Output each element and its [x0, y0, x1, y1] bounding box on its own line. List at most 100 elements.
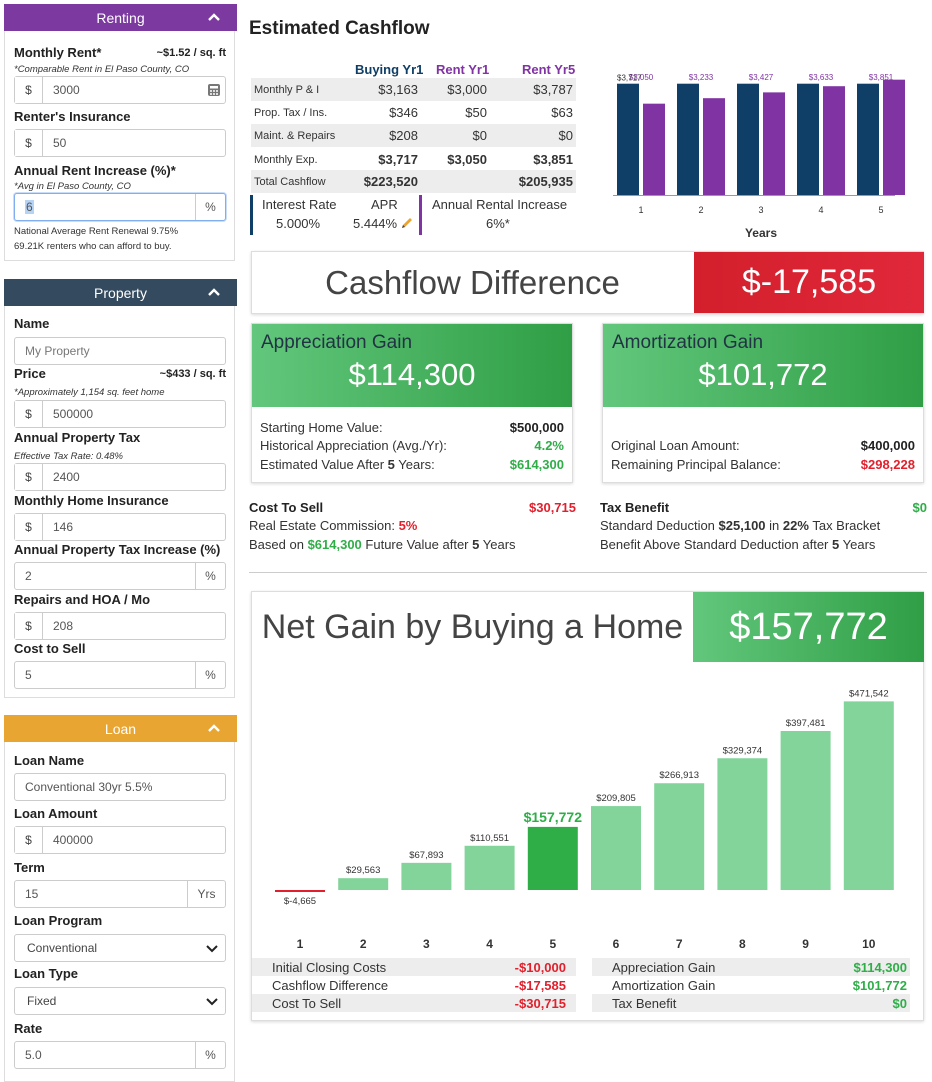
renters-insurance-label: Renter's Insurance [14, 109, 131, 124]
summary-value: $101,772 [852, 977, 907, 993]
tax-increase-label: Annual Property Tax Increase (%) [14, 542, 221, 557]
tax-benefit-title: Tax Benefit [600, 500, 670, 515]
amortization-value: $101,772 [698, 357, 828, 392]
rent5-cell: $63 [551, 105, 573, 120]
home-insurance-value: 146 [53, 520, 74, 534]
property-name-input[interactable]: My Property [14, 337, 226, 365]
bar-value-label: $397,481 [786, 718, 826, 729]
buy-cell: $208 [389, 128, 418, 143]
price-note: *Approximately 1,154 sq. feet home [14, 387, 165, 398]
net-gain-card: Net Gain by Buying a Home $157,772 $-4,6… [251, 591, 924, 1021]
chevron-up-icon [208, 288, 220, 296]
loan-amount-value: 400000 [53, 833, 94, 847]
x-tick-label: 9 [802, 937, 809, 951]
cashflow-difference-card: Cashflow Difference $-17,585 [251, 251, 924, 314]
cost-to-sell-value: 5 [25, 668, 32, 682]
price-value: 500000 [53, 407, 94, 421]
buy-bar [737, 83, 759, 195]
loan-type-label: Loan Type [14, 966, 79, 981]
rate-input[interactable]: 5.0 % [14, 1041, 226, 1069]
property-tax-input[interactable]: $ 2400 [14, 463, 226, 491]
loan-program-value: Conventional [27, 941, 98, 955]
starting-home-value: $500,000 [509, 420, 564, 435]
cost-to-sell-label: Cost to Sell [14, 641, 86, 656]
tax-increase-input[interactable]: 2 % [14, 562, 226, 590]
cost-to-sell-title: Cost To Sell [249, 500, 324, 515]
home-insurance-input[interactable]: $ 146 [14, 513, 226, 541]
net-gain-value: $157,772 [693, 592, 924, 662]
loan-amount-input[interactable]: $ 400000 [14, 826, 226, 854]
loan-type-select[interactable]: Fixed [14, 987, 226, 1015]
remaining-principal-value: $298,228 [860, 457, 915, 472]
row-label: Total Cashflow [254, 175, 326, 188]
row-label: Monthly P & I [254, 83, 320, 96]
repairs-hoa-input[interactable]: $ 208 [14, 612, 226, 640]
rent-increase-input[interactable]: 6 % [14, 193, 226, 221]
cashflow-difference-label: Cashflow Difference [325, 263, 620, 301]
chevron-up-icon [208, 724, 220, 732]
bar [780, 731, 831, 890]
bar [527, 826, 578, 890]
x-tick-label: 7 [676, 937, 683, 951]
bar-value-label: $67,893 [409, 850, 443, 861]
rent1-cell: $3,050 [447, 152, 487, 167]
renting-section-header[interactable]: Renting [4, 4, 237, 31]
bar [654, 783, 705, 890]
table-row: Tax Benefit $0 [592, 994, 910, 1012]
pencil-icon[interactable] [400, 216, 414, 230]
bar-value-label: $157,772 [524, 809, 583, 825]
rental-increase-label: Annual Rental Increase [432, 197, 568, 212]
rent-increase-note: *Avg in El Paso County, CO [14, 181, 131, 192]
table-row: Amortization Gain $101,772 [592, 976, 910, 994]
historical-appreciation-value: 4.2% [534, 438, 564, 453]
years-suffix: Yrs [187, 881, 225, 907]
property-header-label: Property [94, 284, 147, 301]
rent5-cell: $3,787 [533, 82, 573, 97]
property-name-placeholder: My Property [25, 344, 90, 358]
apr-value: 5.444% [353, 216, 398, 231]
percent-suffix: % [195, 662, 225, 688]
rent5-cell: $3,851 [533, 152, 573, 167]
rent-increase-value: 6 [25, 200, 34, 214]
renewal-note: National Average Rent Renewal 9.75% [14, 226, 179, 237]
chevron-down-icon [206, 945, 218, 953]
cashflow-title: Estimated Cashflow [249, 18, 430, 39]
loan-name-value: Conventional 30yr 5.5% [25, 780, 153, 794]
loan-type-value: Fixed [27, 994, 57, 1008]
price-input[interactable]: $ 500000 [14, 400, 226, 428]
summary-label: Appreciation Gain [612, 959, 716, 975]
renters-insurance-input[interactable]: $ 50 [14, 129, 226, 157]
cost-to-sell-value: $30,715 [529, 500, 576, 515]
starting-home-label: Starting Home Value: [260, 420, 383, 435]
estimated-value-label: Estimated Value After 5 Years: [260, 457, 435, 472]
term-input[interactable]: 15 Yrs [14, 880, 226, 908]
cost-to-sell-input[interactable]: 5 % [14, 661, 226, 689]
x-tick-label: 2 [698, 205, 703, 215]
loan-section-header[interactable]: Loan [4, 715, 237, 742]
renting-panel [4, 31, 235, 261]
buy-bar [797, 83, 819, 195]
dollar-prefix: $ [15, 130, 43, 156]
rent1-cell: $0 [472, 128, 487, 143]
row-label: Maint. & Repairs [254, 129, 336, 142]
rent-increase-label: Annual Rent Increase (%)* [14, 163, 176, 178]
table-row: Monthly P & I $3,163 $3,000 $3,787 [251, 78, 576, 101]
loan-program-select[interactable]: Conventional [14, 934, 226, 962]
interest-rate-value: 5.000% [276, 216, 321, 231]
loan-name-input[interactable]: Conventional 30yr 5.5% [14, 773, 226, 801]
property-tax-value: 2400 [53, 470, 80, 484]
x-tick-label: 1 [297, 937, 304, 951]
historical-appreciation-label: Historical Appreciation (Avg./Yr): [260, 438, 447, 453]
chevron-up-icon [208, 13, 220, 21]
summary-label: Cashflow Difference [272, 977, 389, 993]
summary-label: Cost To Sell [272, 995, 342, 1011]
property-tax-label: Annual Property Tax [14, 430, 141, 445]
summary-value: $0 [892, 995, 907, 1011]
table-row: Total Cashflow $223,520 $205,935 [251, 170, 576, 193]
dollar-prefix: $ [15, 77, 43, 103]
property-section-header[interactable]: Property [4, 279, 237, 306]
monthly-rent-input[interactable]: $ 3000 [14, 76, 226, 104]
price-per-sqft: ~$433 / sq. ft [159, 368, 226, 380]
cashflow-chart: $3,050 1 $3,233 2 $3,427 3 $3,633 4 $3,851 5 $3,71… [613, 73, 905, 240]
calculator-icon[interactable] [207, 83, 221, 97]
